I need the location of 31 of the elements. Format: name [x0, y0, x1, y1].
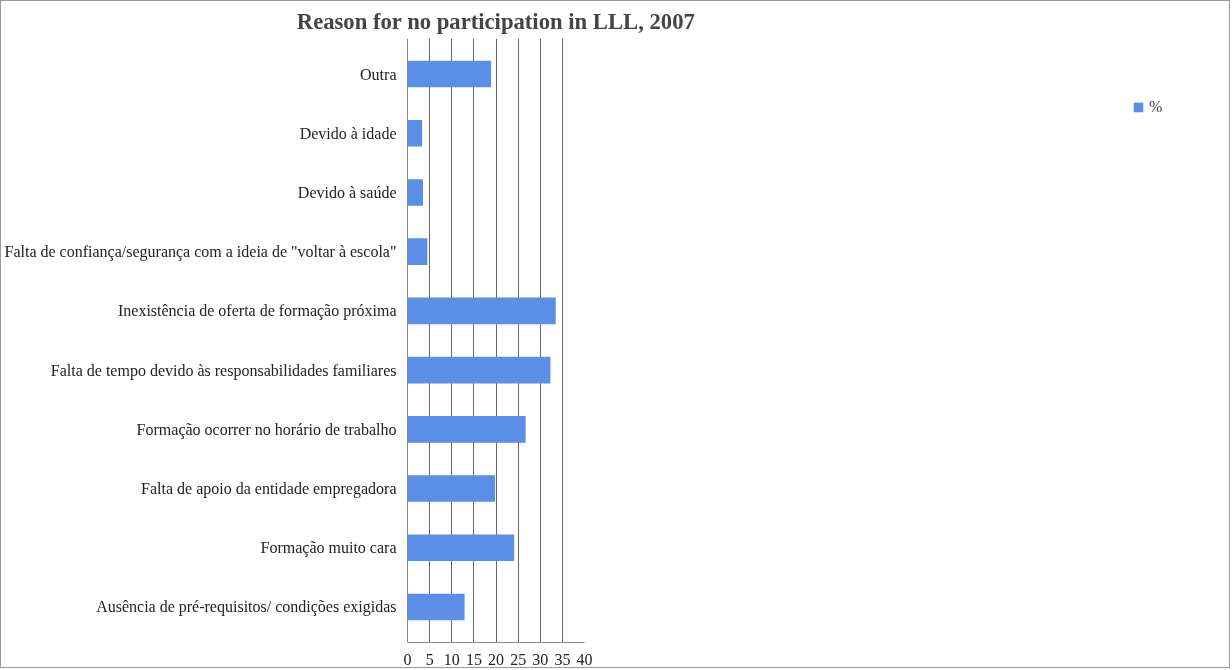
x-tick-label: 20 — [488, 650, 504, 668]
x-tick-label: 5 — [425, 650, 434, 668]
x-tick-label: 30 — [532, 650, 549, 668]
y-tick-label: Devido à idade — [299, 124, 397, 142]
legend-label: % — [1149, 98, 1164, 116]
bar — [407, 238, 428, 265]
x-tick-label: 10 — [443, 650, 460, 668]
bar — [407, 593, 465, 621]
x-tick-label: 15 — [465, 650, 482, 668]
bar — [407, 356, 551, 384]
y-tick-label: Falta de tempo devido às responsabilidades familiares — [50, 361, 397, 380]
y-tick-label: Outra — [360, 65, 397, 83]
bar — [407, 119, 423, 147]
bar — [407, 416, 526, 443]
x-tick-label: 35 — [554, 650, 571, 668]
x-tick-label: 0 — [403, 650, 412, 668]
bar — [407, 297, 556, 325]
bar — [407, 534, 515, 562]
bar — [407, 179, 423, 206]
y-tick-label: Ausência de pré-requisitos/ condições exigidas — [96, 598, 397, 617]
y-tick-label: Inexistência de oferta de formação próxima — [117, 302, 397, 321]
y-tick-label: Formação ocorrer no horário de trabalho — [136, 420, 397, 439]
x-tick-label: 25 — [510, 650, 527, 668]
y-tick-label: Falta de apoio da entidade empregadora — [141, 480, 397, 499]
bar — [407, 60, 492, 88]
y-tick-label: Formação muito cara — [260, 539, 397, 558]
bar — [407, 475, 496, 502]
x-tick-label: 40 — [576, 650, 593, 668]
y-tick-label: Devido à saúde — [297, 183, 397, 201]
chart-title: Reason for no participation in LLL, 2007 — [296, 8, 695, 34]
y-tick-label: Falta de confiança/segurança com a ideia de "voltar à escola" — [4, 243, 397, 262]
